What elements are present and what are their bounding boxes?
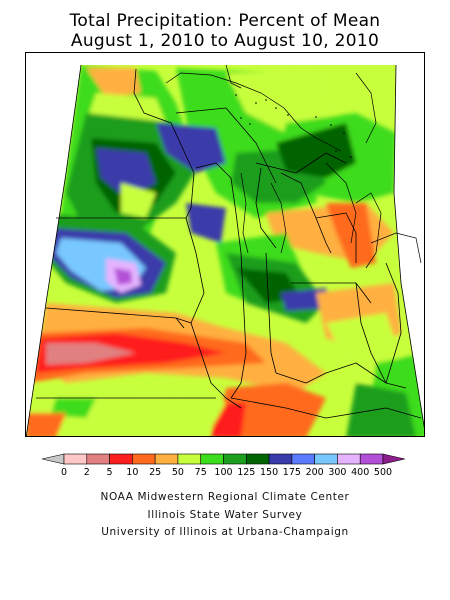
map-title: Total Precipitation: Percent of Mean xyxy=(69,11,381,31)
legend-swatch xyxy=(154,453,179,465)
legend-tick-label: 25 xyxy=(149,467,161,478)
legend-swatch xyxy=(245,453,270,465)
credit-isws: Illinois State Water Survey xyxy=(147,509,303,521)
legend-tick-label: 2 xyxy=(84,467,90,478)
legend-tick-label: 500 xyxy=(374,467,392,478)
legend-swatch xyxy=(314,453,338,465)
legend-swatch xyxy=(109,453,133,465)
precip-field xyxy=(26,65,424,436)
legend-swatch xyxy=(200,453,224,465)
county-dots xyxy=(235,94,352,158)
legend-tick-label: 5 xyxy=(107,467,113,478)
legend-swatch xyxy=(337,453,361,465)
legend-tick-label: 75 xyxy=(195,467,207,478)
legend-swatch xyxy=(63,453,88,465)
legend-swatch xyxy=(86,453,110,465)
color-scale-legend: 0 2 5 10 25 50 75 100 125 150 175 200 300 400 500 xyxy=(0,450,450,480)
map-subtitle-date-range: August 1, 2010 to August 10, 2010 xyxy=(70,31,380,51)
legend-swatch xyxy=(223,453,247,465)
precipitation-map xyxy=(25,52,425,437)
legend-tick-label: 400 xyxy=(351,467,369,478)
lake-shorelines xyxy=(165,64,422,269)
legend-tick-label: 150 xyxy=(260,467,278,478)
legend-tick-label: 175 xyxy=(283,467,301,478)
credit-mrcc: NOAA Midwestern Regional Climate Center xyxy=(100,491,350,503)
legend-tick-label: 300 xyxy=(328,467,346,478)
legend-swatch xyxy=(177,453,202,465)
legend-swatch xyxy=(132,453,156,465)
legend-tick-label: 10 xyxy=(126,467,138,478)
legend-tick-label: 0 xyxy=(61,467,67,478)
legend-arrow-high xyxy=(382,453,406,465)
legend-tick-label: 200 xyxy=(306,467,324,478)
state-borders xyxy=(26,64,424,436)
legend-swatch xyxy=(268,453,293,465)
credit-uiuc: University of Illinois at Urbana-Champai… xyxy=(101,526,349,538)
legend-swatch xyxy=(291,453,315,465)
legend-swatch xyxy=(359,453,384,465)
legend-tick-label: 125 xyxy=(237,467,255,478)
legend-tick-label: 50 xyxy=(172,467,184,478)
legend-tick-label: 100 xyxy=(214,467,232,478)
legend-arrow-low xyxy=(41,453,65,465)
